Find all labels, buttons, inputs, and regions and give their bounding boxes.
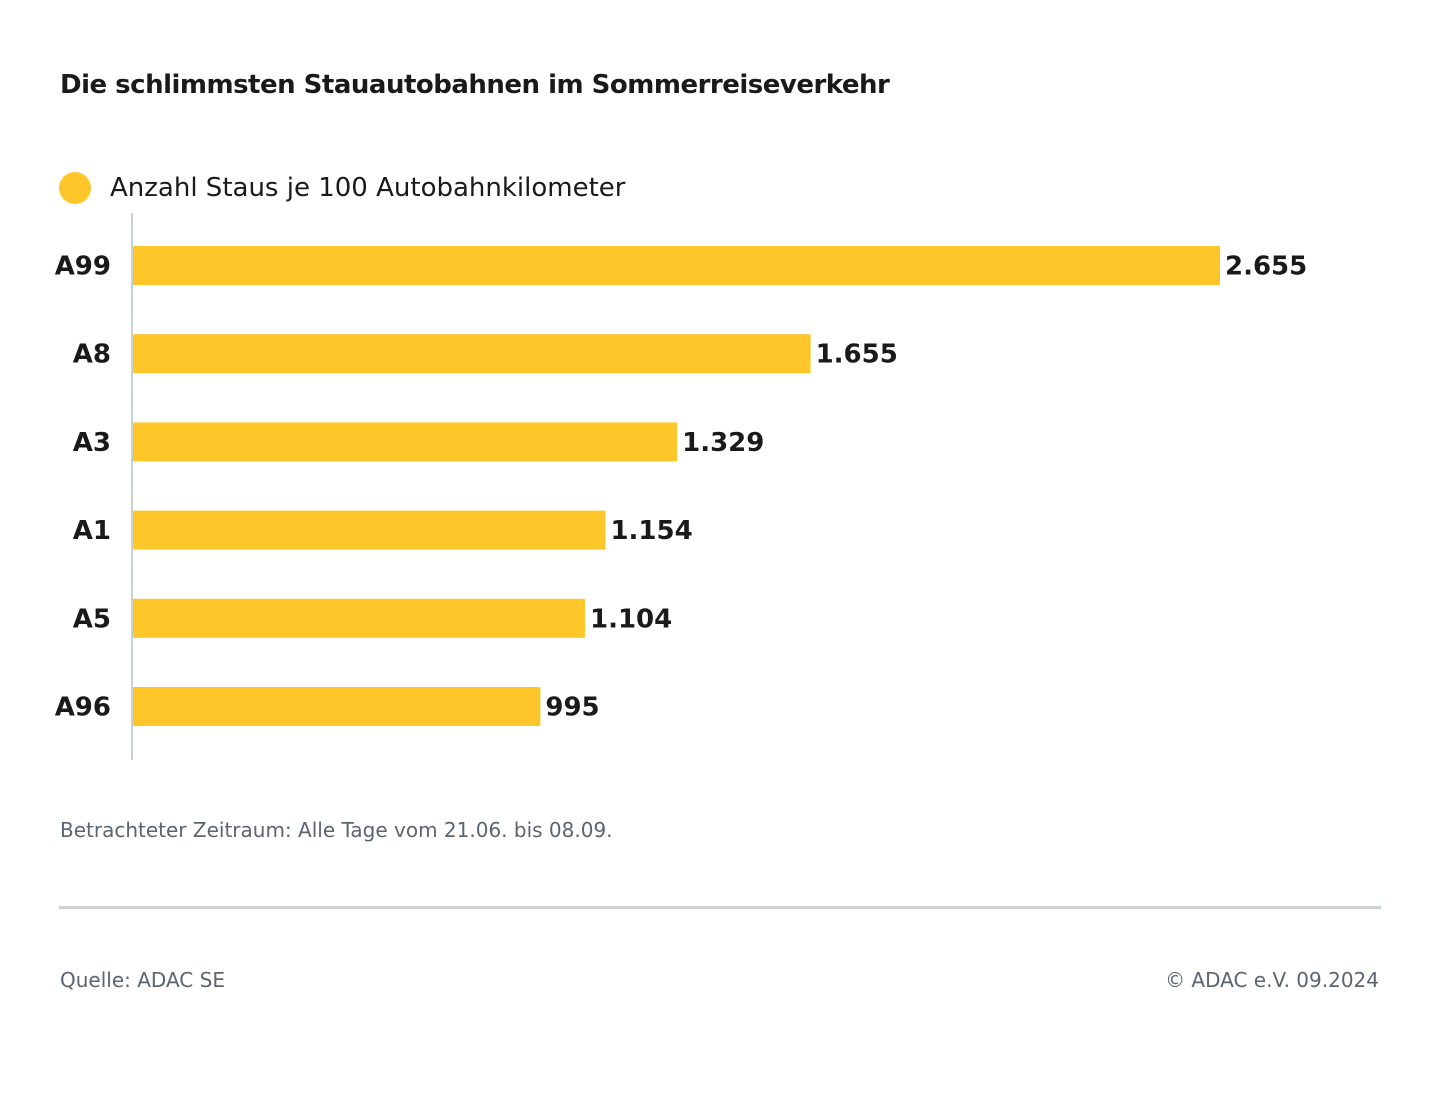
data-label: 995 xyxy=(545,693,599,723)
category-label: A8 xyxy=(73,340,111,370)
footnote: Betrachteter Zeitraum: Alle Tage vom 21.… xyxy=(60,818,613,842)
bar-a1 xyxy=(133,510,606,550)
divider xyxy=(59,906,1381,909)
source-text: Quelle: ADAC SE xyxy=(60,968,225,992)
data-label: 1.154 xyxy=(610,516,692,546)
data-label: 2.655 xyxy=(1225,252,1307,282)
category-label: A3 xyxy=(73,428,111,458)
bar-a8 xyxy=(133,334,811,374)
legend: Anzahl Staus je 100 Autobahnkilometer xyxy=(59,172,625,204)
category-label: A5 xyxy=(73,604,111,634)
bar-a3 xyxy=(133,422,678,462)
legend-swatch xyxy=(59,172,91,204)
bar-a96 xyxy=(133,687,541,726)
copyright-text: © ADAC e.V. 09.2024 xyxy=(1165,968,1379,992)
category-label: A99 xyxy=(55,252,111,282)
data-label: 1.329 xyxy=(682,428,764,458)
category-label: A96 xyxy=(55,693,111,723)
bar-a99 xyxy=(133,246,1220,285)
chart-title: Die schlimmsten Stauautobahnen im Sommer… xyxy=(60,70,890,100)
legend-label: Anzahl Staus je 100 Autobahnkilometer xyxy=(110,173,626,203)
data-label: 1.655 xyxy=(816,340,898,370)
data-label: 1.104 xyxy=(590,604,672,634)
bar-a5 xyxy=(133,598,585,638)
category-label: A1 xyxy=(73,516,111,546)
